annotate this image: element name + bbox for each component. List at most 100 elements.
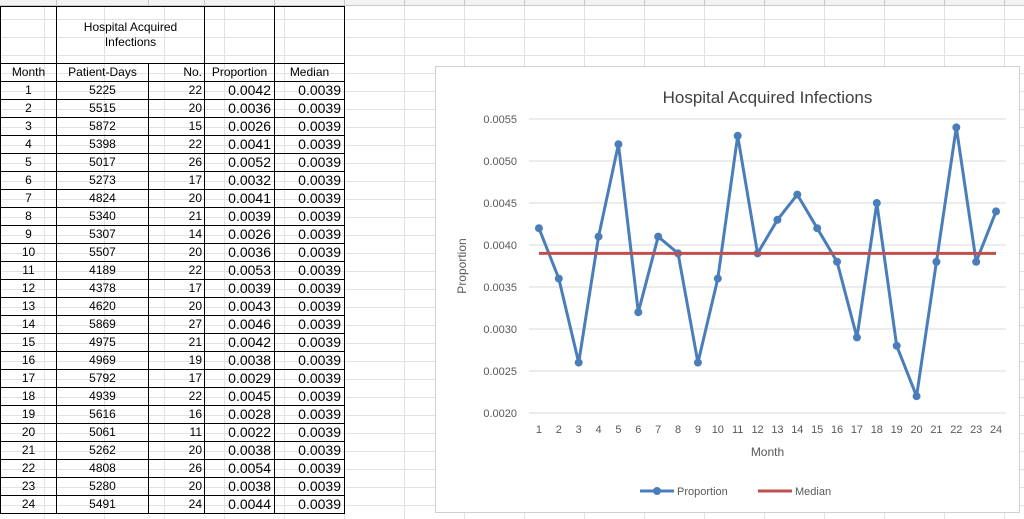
- cell-median[interactable]: 0.0039: [274, 405, 345, 424]
- cell-month[interactable]: 17: [0, 369, 57, 388]
- cell-proportion[interactable]: 0.0041: [204, 135, 275, 154]
- cell-median[interactable]: 0.0039: [274, 279, 345, 298]
- cell-proportion[interactable]: 0.0045: [204, 387, 275, 406]
- cell-proportion[interactable]: 0.0054: [204, 459, 275, 478]
- cell-patient-days[interactable]: 5061: [56, 423, 149, 442]
- cell-median[interactable]: 0.0039: [274, 477, 345, 496]
- cell-no[interactable]: 19: [148, 351, 205, 370]
- cell-proportion[interactable]: 0.0036: [204, 243, 275, 262]
- column-header-month[interactable]: Month: [0, 63, 57, 82]
- cell-proportion[interactable]: 0.0042: [204, 333, 275, 352]
- cell-median[interactable]: 0.0039: [274, 441, 345, 460]
- cell-month[interactable]: 16: [0, 351, 57, 370]
- cell-month[interactable]: 8: [0, 207, 57, 226]
- cell-patient-days[interactable]: 5491: [56, 495, 149, 514]
- cell-patient-days[interactable]: 4939: [56, 387, 149, 406]
- cell-median[interactable]: 0.0039: [274, 387, 345, 406]
- cell-no[interactable]: 16: [148, 405, 205, 424]
- cell-no[interactable]: 17: [148, 369, 205, 388]
- cell-month[interactable]: 20: [0, 423, 57, 442]
- cell-median[interactable]: 0.0039: [274, 243, 345, 262]
- cell-median[interactable]: 0.0039: [274, 117, 345, 136]
- cell-patient-days[interactable]: 5507: [56, 243, 149, 262]
- cell-patient-days[interactable]: 5872: [56, 117, 149, 136]
- cell-proportion[interactable]: 0.0046: [204, 315, 275, 334]
- cell-patient-days[interactable]: 5273: [56, 171, 149, 190]
- cell-no[interactable]: 17: [148, 279, 205, 298]
- cell-patient-days[interactable]: 4824: [56, 189, 149, 208]
- column-header-patient-days[interactable]: Patient-Days: [56, 63, 149, 82]
- cell-month[interactable]: 21: [0, 441, 57, 460]
- cell-patient-days[interactable]: 5017: [56, 153, 149, 172]
- cell-patient-days[interactable]: 5340: [56, 207, 149, 226]
- column-header-median[interactable]: Median: [274, 63, 345, 82]
- cell-month[interactable]: 24: [0, 495, 57, 514]
- group-header-cell[interactable]: Hospital Acquired Infections: [56, 6, 205, 64]
- cell-median[interactable]: 0.0039: [274, 351, 345, 370]
- cell-month[interactable]: 7: [0, 189, 57, 208]
- cell-no[interactable]: 22: [148, 261, 205, 280]
- cell-patient-days[interactable]: 4189: [56, 261, 149, 280]
- cell-month[interactable]: 18: [0, 387, 57, 406]
- cell-no[interactable]: 20: [148, 99, 205, 118]
- cell-proportion[interactable]: 0.0028: [204, 405, 275, 424]
- chart-container[interactable]: Hospital Acquired Infections 0.0020 0.0025…: [435, 66, 1020, 513]
- cell-month[interactable]: 23: [0, 477, 57, 496]
- cell-patient-days[interactable]: 4808: [56, 459, 149, 478]
- cell-proportion[interactable]: 0.0026: [204, 117, 275, 136]
- empty-header-cell[interactable]: [0, 6, 57, 64]
- cell-median[interactable]: 0.0039: [274, 189, 345, 208]
- cell-month[interactable]: 2: [0, 99, 57, 118]
- cell-no[interactable]: 20: [148, 297, 205, 316]
- cell-month[interactable]: 9: [0, 225, 57, 244]
- cell-median[interactable]: 0.0039: [274, 261, 345, 280]
- cell-month[interactable]: 11: [0, 261, 57, 280]
- cell-proportion[interactable]: 0.0044: [204, 495, 275, 514]
- cell-no[interactable]: 26: [148, 459, 205, 478]
- cell-proportion[interactable]: 0.0042: [204, 81, 275, 100]
- cell-proportion[interactable]: 0.0043: [204, 297, 275, 316]
- cell-proportion[interactable]: 0.0053: [204, 261, 275, 280]
- cell-proportion[interactable]: 0.0039: [204, 207, 275, 226]
- cell-patient-days[interactable]: 5262: [56, 441, 149, 460]
- cell-median[interactable]: 0.0039: [274, 369, 345, 388]
- cell-month[interactable]: 3: [0, 117, 57, 136]
- cell-no[interactable]: 20: [148, 243, 205, 262]
- cell-patient-days[interactable]: 4620: [56, 297, 149, 316]
- cell-median[interactable]: 0.0039: [274, 135, 345, 154]
- cell-proportion[interactable]: 0.0052: [204, 153, 275, 172]
- cell-median[interactable]: 0.0039: [274, 423, 345, 442]
- cell-patient-days[interactable]: 5225: [56, 81, 149, 100]
- cell-proportion[interactable]: 0.0039: [204, 279, 275, 298]
- cell-month[interactable]: 14: [0, 315, 57, 334]
- cell-proportion[interactable]: 0.0032: [204, 171, 275, 190]
- cell-median[interactable]: 0.0039: [274, 81, 345, 100]
- cell-no[interactable]: 22: [148, 387, 205, 406]
- cell-month[interactable]: 22: [0, 459, 57, 478]
- cell-no[interactable]: 27: [148, 315, 205, 334]
- cell-no[interactable]: 20: [148, 441, 205, 460]
- cell-month[interactable]: 10: [0, 243, 57, 262]
- cell-month[interactable]: 13: [0, 297, 57, 316]
- cell-month[interactable]: 1: [0, 81, 57, 100]
- cell-no[interactable]: 21: [148, 207, 205, 226]
- cell-proportion[interactable]: 0.0041: [204, 189, 275, 208]
- cell-patient-days[interactable]: 5869: [56, 315, 149, 334]
- cell-no[interactable]: 20: [148, 477, 205, 496]
- cell-month[interactable]: 15: [0, 333, 57, 352]
- column-header-no[interactable]: No.: [148, 63, 205, 82]
- cell-median[interactable]: 0.0039: [274, 297, 345, 316]
- cell-median[interactable]: 0.0039: [274, 315, 345, 334]
- cell-proportion[interactable]: 0.0026: [204, 225, 275, 244]
- cell-month[interactable]: 6: [0, 171, 57, 190]
- cell-month[interactable]: 12: [0, 279, 57, 298]
- cell-no[interactable]: 15: [148, 117, 205, 136]
- cell-patient-days[interactable]: 4969: [56, 351, 149, 370]
- cell-no[interactable]: 21: [148, 333, 205, 352]
- cell-proportion[interactable]: 0.0036: [204, 99, 275, 118]
- cell-no[interactable]: 20: [148, 189, 205, 208]
- empty-header-cell[interactable]: [204, 6, 275, 64]
- cell-median[interactable]: 0.0039: [274, 333, 345, 352]
- cell-median[interactable]: 0.0039: [274, 207, 345, 226]
- cell-patient-days[interactable]: 5280: [56, 477, 149, 496]
